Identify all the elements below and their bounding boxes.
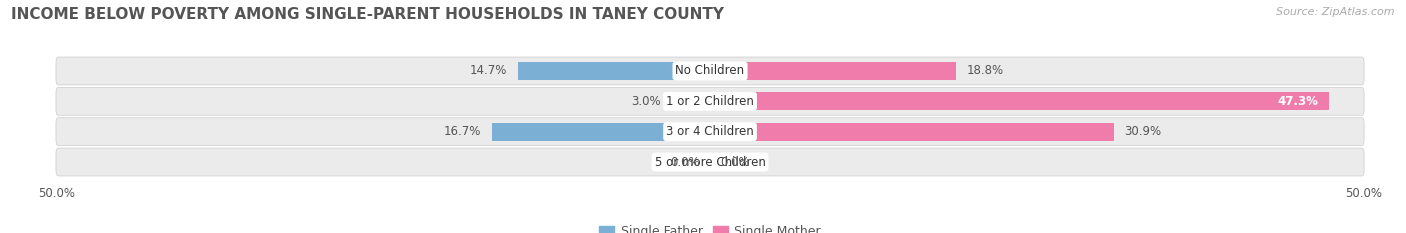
Bar (671, 92, 710, 110)
Text: No Children: No Children (675, 65, 745, 78)
Text: Source: ZipAtlas.com: Source: ZipAtlas.com (1277, 7, 1395, 17)
Text: 0.0%: 0.0% (720, 155, 751, 168)
Text: INCOME BELOW POVERTY AMONG SINGLE-PARENT HOUSEHOLDS IN TANEY COUNTY: INCOME BELOW POVERTY AMONG SINGLE-PARENT… (11, 7, 724, 22)
FancyBboxPatch shape (56, 148, 1364, 176)
Bar (710, 92, 1329, 110)
Text: 47.3%: 47.3% (1277, 95, 1317, 108)
Text: 30.9%: 30.9% (1125, 125, 1161, 138)
Text: 1 or 2 Children: 1 or 2 Children (666, 95, 754, 108)
FancyBboxPatch shape (56, 118, 1364, 146)
Bar (492, 123, 710, 141)
Legend: Single Father, Single Mother: Single Father, Single Mother (595, 220, 825, 233)
Text: 18.8%: 18.8% (966, 65, 1004, 78)
FancyBboxPatch shape (56, 57, 1364, 85)
Text: 3.0%: 3.0% (631, 95, 661, 108)
Text: 3 or 4 Children: 3 or 4 Children (666, 125, 754, 138)
Text: 16.7%: 16.7% (444, 125, 481, 138)
Bar (517, 62, 710, 80)
Text: 14.7%: 14.7% (470, 65, 508, 78)
FancyBboxPatch shape (56, 87, 1364, 115)
Text: 0.0%: 0.0% (669, 155, 700, 168)
Text: 5 or more Children: 5 or more Children (655, 155, 765, 168)
Bar (710, 62, 956, 80)
Bar (710, 123, 1114, 141)
